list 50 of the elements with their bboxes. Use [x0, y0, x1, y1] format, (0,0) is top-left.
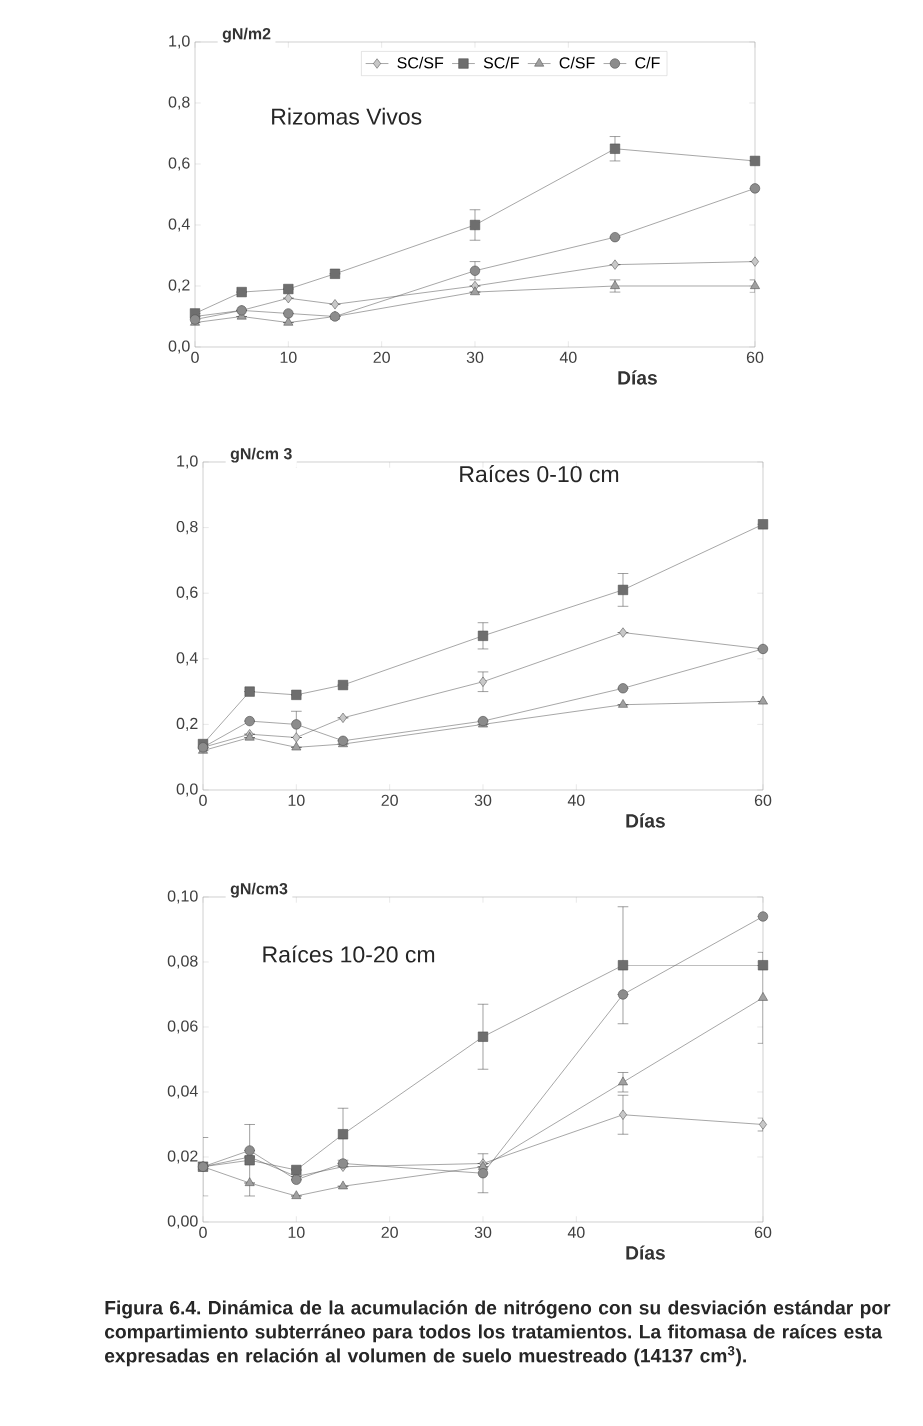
y-tick-label: 0,06 [167, 1020, 198, 1034]
y-tick-label: 0,4 [168, 218, 190, 232]
x-axis-title: Días [618, 370, 657, 385]
x-tick-label: 30 [466, 351, 484, 364]
legend-label: C/F [635, 56, 660, 69]
x-tick-label: 40 [567, 794, 585, 807]
y-tick-label: 0,4 [176, 652, 198, 666]
y-tick-label: 0,6 [168, 157, 190, 171]
x-tick-label: 10 [288, 1226, 305, 1239]
x-tick-label: 10 [280, 351, 297, 364]
x-tick-label: 40 [567, 1226, 585, 1239]
y-tick-label: 0,08 [167, 955, 198, 969]
chart-title: Raíces 0-10 cm [460, 465, 619, 483]
x-tick-label: 60 [754, 1226, 772, 1239]
y-tick-label: 0,2 [168, 279, 190, 293]
y-tick-label: 1,0 [169, 35, 190, 49]
text: Rizomas Vivos [272, 107, 422, 125]
legend-label: SC/F [483, 56, 519, 69]
x-tick-label: 20 [381, 1226, 398, 1239]
y-tick-label: 0,0 [168, 340, 190, 354]
y-tick-label: 0,8 [176, 520, 198, 535]
y-tick-label: 0,2 [176, 717, 198, 731]
x-tick-label: 60 [754, 794, 772, 807]
y-tick-label: 0,04 [167, 1085, 198, 1099]
x-tick-label: 10 [288, 794, 305, 807]
y-tick-label: 0,02 [167, 1150, 198, 1164]
legend-label: C/SF [559, 56, 595, 69]
text: Raíces 10-20 cm [263, 945, 435, 963]
x-axis-title: Días [626, 1245, 665, 1260]
y-axis-title: gN/m2 [222, 27, 271, 43]
y-tick-label: 0,8 [168, 96, 190, 110]
x-tick-label: 20 [381, 794, 398, 807]
x-tick-label: 0 [199, 1226, 207, 1239]
y-axis-title: gN/cm 3 [230, 447, 292, 463]
y-tick-label: 1,0 [177, 455, 198, 469]
y-tick-label: 0,0 [176, 783, 198, 797]
y-axis-title: gN/cm3 [230, 882, 288, 898]
y-tick-label: 0,10 [167, 890, 198, 904]
x-axis-title: Días [626, 813, 665, 828]
x-tick-label: 0 [199, 794, 207, 807]
x-tick-label: 30 [474, 794, 492, 807]
x-tick-label: 20 [373, 351, 390, 364]
text: Figura 6.4. Dinámica de la acumulación de nitrógeno con su desviación estándar por compartimiento subterráneo para todos los tratamientos. La fitomasa de raíces esta expresadas en relación al volumen de suelo muestreado (14137 cm$^{3}$). [105, 1300, 891, 1367]
x-tick-label: 40 [559, 351, 577, 364]
y-tick-label: 0,6 [176, 586, 198, 600]
x-tick-label: 60 [746, 351, 764, 364]
x-tick-label: 0 [191, 351, 199, 364]
x-tick-label: 30 [474, 1226, 492, 1239]
legend-label: SC/SF [397, 56, 444, 69]
y-tick-label: 0,00 [167, 1215, 198, 1229]
